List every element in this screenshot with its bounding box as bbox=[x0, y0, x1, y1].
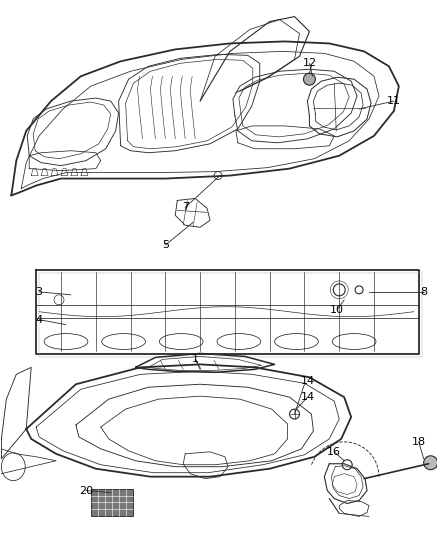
Text: 7: 7 bbox=[182, 203, 189, 212]
Text: 8: 8 bbox=[420, 287, 427, 297]
Text: 14: 14 bbox=[300, 376, 314, 386]
Ellipse shape bbox=[304, 73, 315, 85]
Text: 5: 5 bbox=[162, 240, 169, 250]
Text: 10: 10 bbox=[330, 305, 344, 314]
Text: 18: 18 bbox=[412, 437, 426, 447]
FancyBboxPatch shape bbox=[91, 489, 133, 516]
Ellipse shape bbox=[424, 456, 438, 470]
Text: 20: 20 bbox=[79, 486, 93, 496]
Text: 14: 14 bbox=[300, 392, 314, 402]
Text: 12: 12 bbox=[302, 58, 317, 68]
Text: 1: 1 bbox=[192, 354, 199, 365]
Text: 3: 3 bbox=[35, 287, 42, 297]
Text: 4: 4 bbox=[35, 314, 43, 325]
Text: 16: 16 bbox=[327, 447, 341, 457]
Text: 11: 11 bbox=[387, 96, 401, 106]
